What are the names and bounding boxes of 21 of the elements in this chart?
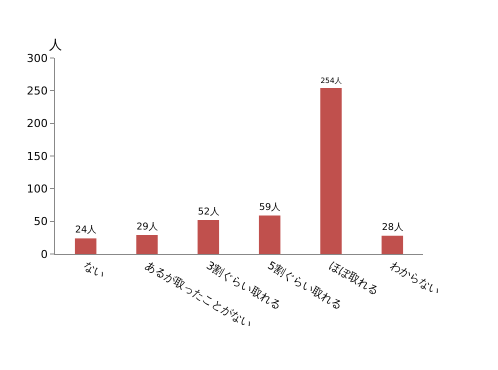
- bar: [320, 88, 342, 254]
- y-tick-label: 300: [26, 52, 48, 65]
- y-tick-label: 250: [26, 84, 48, 98]
- y-axis-title: 人: [49, 38, 62, 53]
- bar: [382, 236, 404, 254]
- data-label: 29人: [136, 221, 158, 232]
- data-label: 59人: [259, 202, 280, 213]
- bar: [136, 235, 158, 254]
- bar: [74, 238, 96, 254]
- bar: [198, 220, 220, 254]
- y-tick-label: 200: [26, 117, 48, 130]
- x-tick-label: ない: [81, 258, 107, 282]
- x-tick-label: わからない: [388, 258, 442, 298]
- data-label: 24人: [75, 224, 96, 236]
- bar: [258, 215, 280, 254]
- data-label: 28人: [382, 222, 403, 234]
- y-tick-label: 0: [40, 248, 48, 261]
- y-tick-label: 50: [34, 215, 48, 228]
- y-tick-label: 150: [26, 150, 48, 163]
- y-tick-label: 100: [26, 182, 48, 196]
- data-label: 52人: [198, 206, 219, 218]
